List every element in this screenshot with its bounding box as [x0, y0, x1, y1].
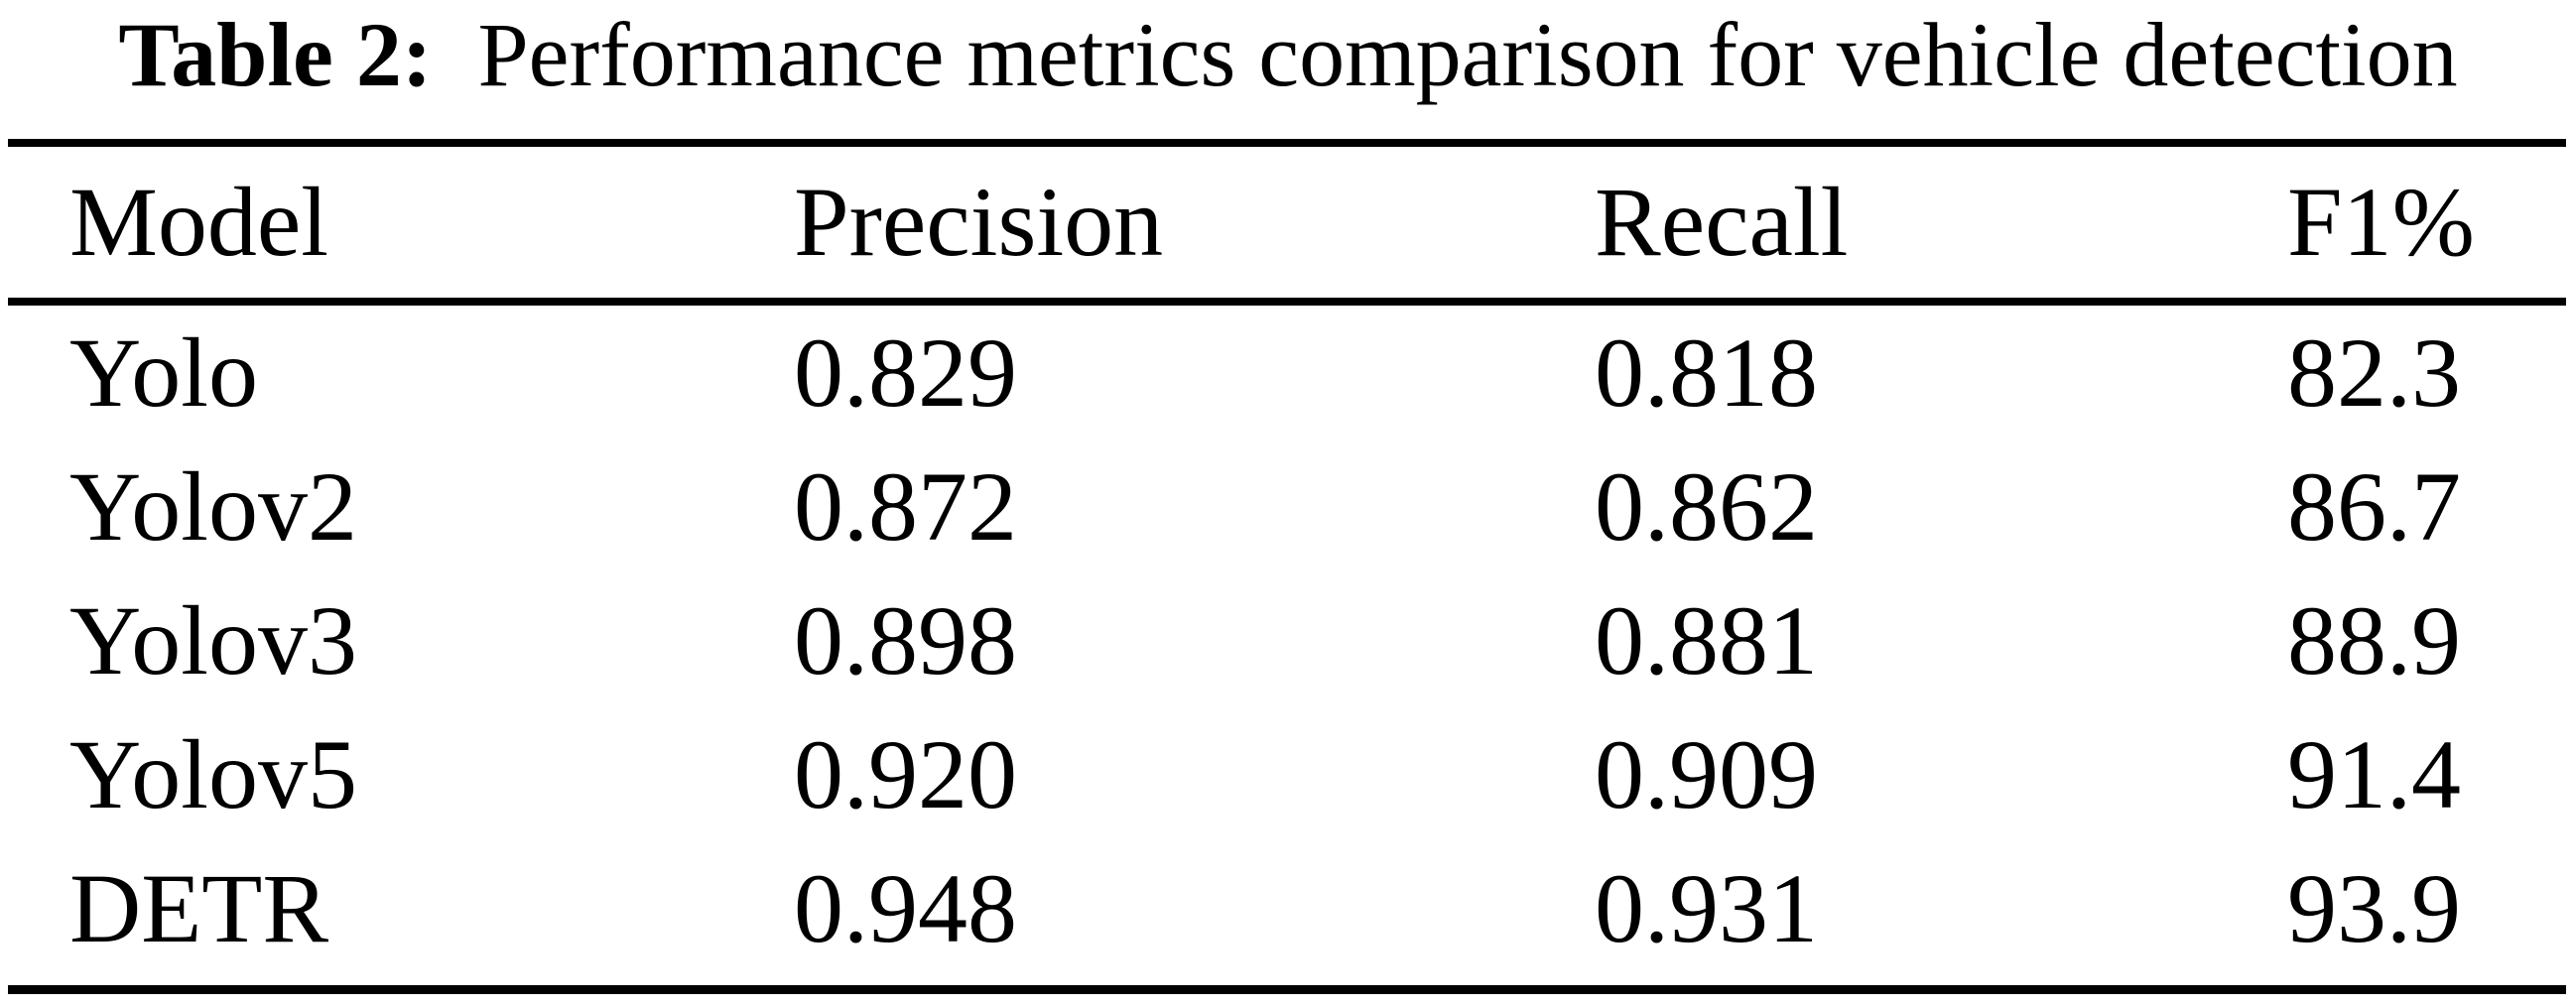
column-header-precision: Precision	[794, 167, 1164, 277]
column-header-f1: F1%	[2287, 167, 2475, 277]
table-row: Yolov3 0.898 0.881 88.9	[0, 573, 2576, 707]
caption-label: Table 2:	[118, 4, 433, 105]
cell-f1: 91.4	[2287, 718, 2461, 829]
cell-recall: 0.931	[1595, 852, 1818, 963]
cell-f1: 93.9	[2287, 852, 2461, 963]
table-row: Yolo 0.829 0.818 82.3	[0, 306, 2576, 440]
table-row: DETR 0.948 0.931 93.9	[0, 841, 2576, 975]
cell-model: Yolov5	[69, 718, 357, 829]
cell-precision: 0.872	[794, 450, 1017, 562]
cell-f1: 86.7	[2287, 450, 2461, 562]
table-top-rule	[8, 139, 2566, 147]
cell-f1: 82.3	[2287, 316, 2461, 428]
cell-precision: 0.829	[794, 316, 1017, 428]
table-caption: Table 2: Performance metrics comparison …	[0, 0, 2576, 139]
cell-model: DETR	[69, 852, 329, 963]
column-header-model: Model	[69, 167, 329, 277]
caption-text	[455, 4, 478, 105]
caption-title-text: Performance metrics comparison for vehic…	[477, 4, 2458, 105]
column-header-recall: Recall	[1595, 167, 1849, 277]
cell-recall: 0.909	[1595, 718, 1818, 829]
cell-model: Yolo	[69, 316, 258, 428]
table-header-row: Model Precision Recall F1%	[0, 147, 2576, 298]
table-row: Yolov2 0.872 0.862 86.7	[0, 440, 2576, 573]
cell-recall: 0.862	[1595, 450, 1818, 562]
table-mid-rule	[8, 298, 2566, 306]
table-row: Yolov5 0.920 0.909 91.4	[0, 707, 2576, 841]
table-bottom-rule	[8, 985, 2566, 994]
cell-precision: 0.948	[794, 852, 1017, 963]
cell-model: Yolov3	[69, 584, 357, 695]
cell-recall: 0.881	[1595, 584, 1818, 695]
cell-precision: 0.898	[794, 584, 1017, 695]
cell-precision: 0.920	[794, 718, 1017, 829]
cell-f1: 88.9	[2287, 584, 2461, 695]
cell-model: Yolov2	[69, 450, 357, 562]
cell-recall: 0.818	[1595, 316, 1818, 428]
